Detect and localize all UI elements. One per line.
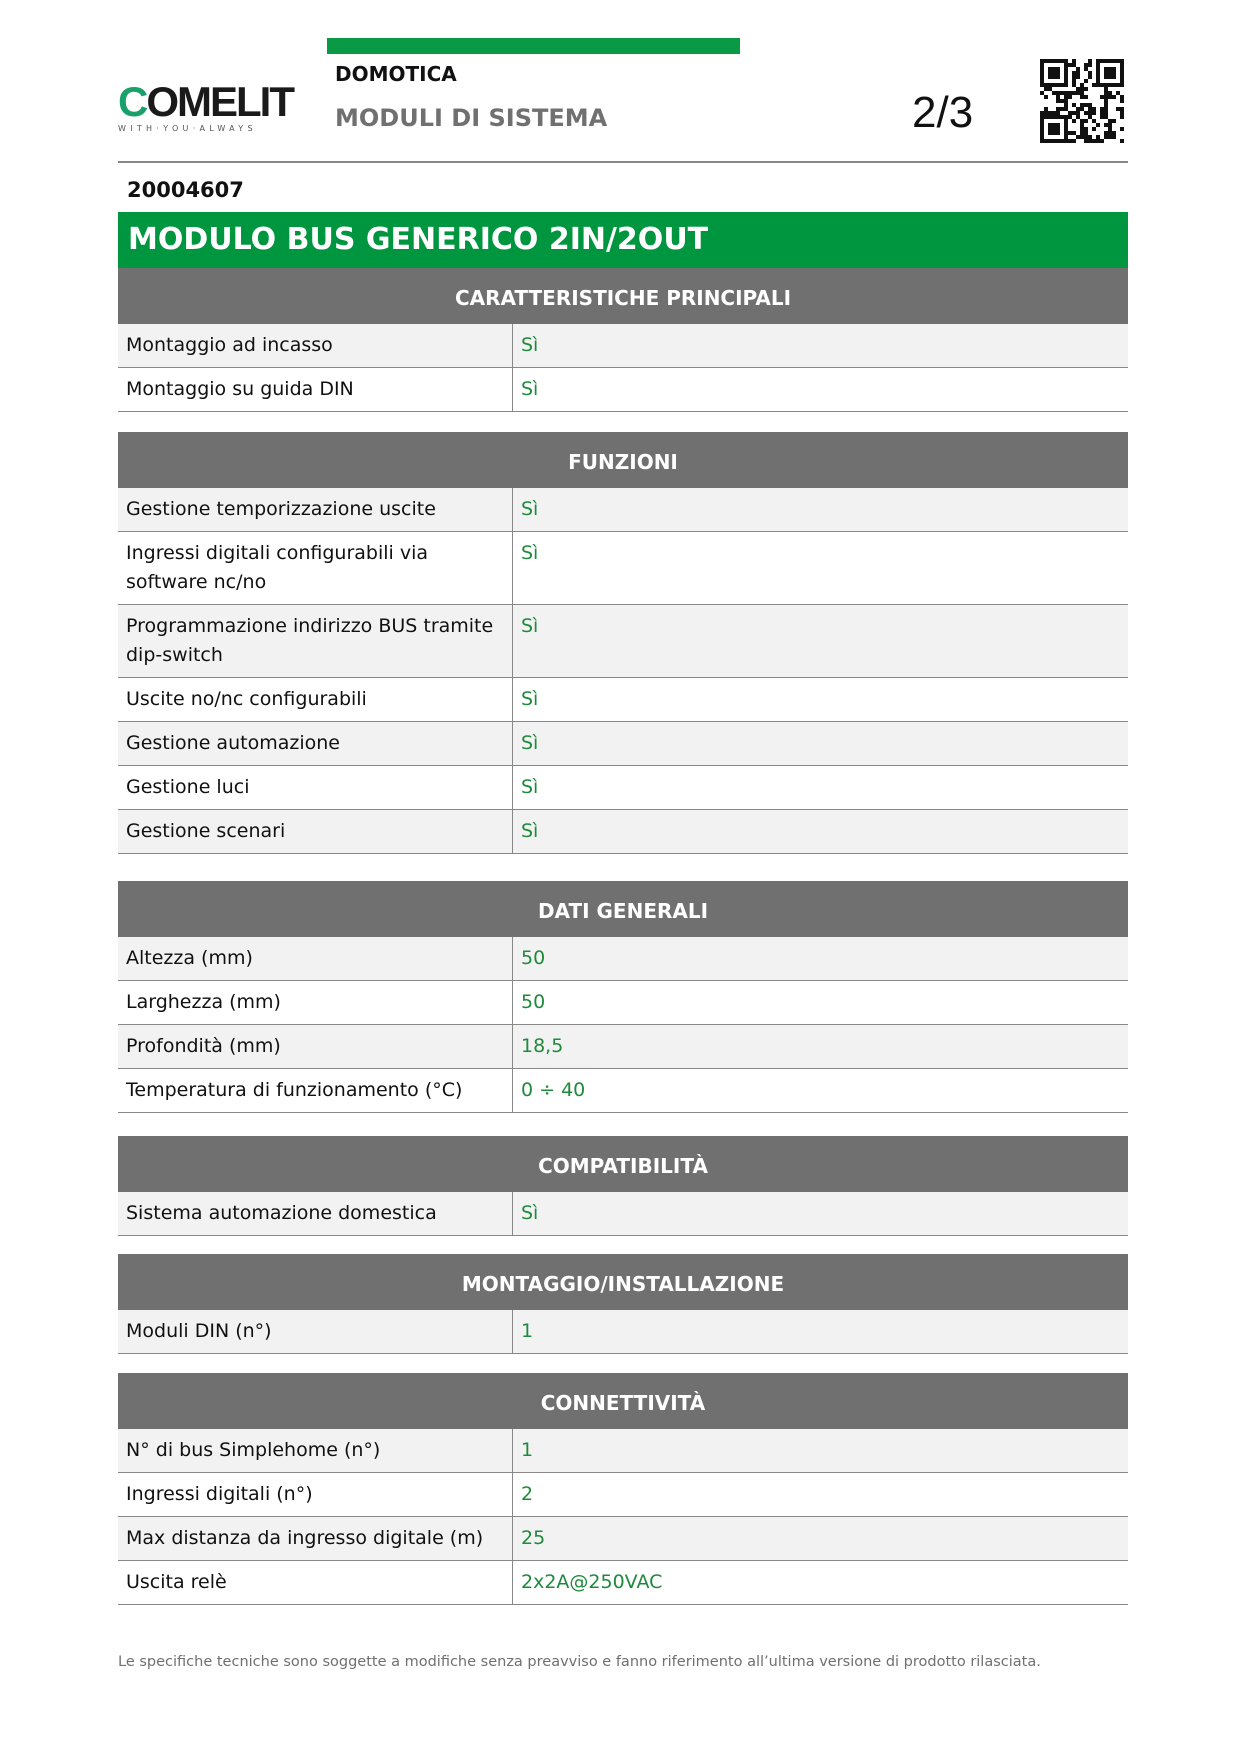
spec-value: Sì: [521, 1202, 539, 1224]
page-number: 2/3: [912, 88, 974, 137]
spec-label: Larghezza (mm): [118, 981, 513, 1024]
product-code: 20004607: [127, 178, 244, 202]
spec-value: 0 ÷ 40: [521, 1079, 586, 1101]
section-header: CARATTERISTICHE PRINCIPALI: [118, 268, 1128, 324]
spec-value: Sì: [521, 334, 539, 356]
table-row: Max distanza da ingresso digitale (m) 25: [118, 1517, 1128, 1561]
spec-value: Sì: [521, 498, 539, 520]
table-row: Profondità (mm) 18,5: [118, 1025, 1128, 1069]
spec-label: Max distanza da ingresso digitale (m): [118, 1517, 513, 1560]
spec-value: Sì: [521, 776, 539, 798]
subcategory: MODULI DI SISTEMA: [335, 104, 608, 132]
table-row: Altezza (mm) 50: [118, 937, 1128, 981]
spec-label: Moduli DIN (n°): [118, 1310, 513, 1353]
spec-label: Montaggio ad incasso: [118, 324, 513, 367]
table-row: Uscita relè 2x2A@250VAC: [118, 1561, 1128, 1605]
table-row: Programmazione indirizzo BUS tramite dip…: [118, 605, 1128, 678]
table-row: N° di bus Simplehome (n°) 1: [118, 1429, 1128, 1473]
spec-label: Ingressi digitali (n°): [118, 1473, 513, 1516]
section-0: CARATTERISTICHE PRINCIPALI Montaggio ad i…: [118, 268, 1128, 412]
table-row: Gestione scenari Sì: [118, 810, 1128, 854]
section-header: MONTAGGIO/INSTALLAZIONE: [118, 1254, 1128, 1310]
section-header: DATI GENERALI: [118, 881, 1128, 937]
table-row: Gestione temporizzazione uscite Sì: [118, 488, 1128, 532]
spec-label: Gestione luci: [118, 766, 513, 809]
section-header: COMPATIBILITÀ: [118, 1136, 1128, 1192]
section-header: CONNETTIVITÀ: [118, 1373, 1128, 1429]
spec-label: Ingressi digitali configurabili via soft…: [118, 532, 513, 604]
section-3: COMPATIBILITÀ Sistema automazione domesti…: [118, 1136, 1128, 1236]
spec-value: 2: [521, 1483, 534, 1505]
section-1: FUNZIONI Gestione temporizzazione uscite S…: [118, 432, 1128, 854]
table-row: Moduli DIN (n°) 1: [118, 1310, 1128, 1354]
table-row: Sistema automazione domestica Sì: [118, 1192, 1128, 1236]
table-row: Montaggio ad incasso Sì: [118, 324, 1128, 368]
spec-value: Sì: [521, 820, 539, 842]
spec-label: Uscita relè: [118, 1561, 513, 1604]
spec-label: Montaggio su guida DIN: [118, 368, 513, 411]
spec-value: 2x2A@250VAC: [521, 1571, 663, 1593]
spec-value: Sì: [521, 732, 539, 754]
table-row: Ingressi digitali configurabili via soft…: [118, 532, 1128, 605]
spec-value: 18,5: [521, 1035, 564, 1057]
divider: [118, 161, 1128, 163]
spec-label: Temperatura di funzionamento (°C): [118, 1069, 513, 1112]
table-row: Montaggio su guida DIN Sì: [118, 368, 1128, 412]
section-header: FUNZIONI: [118, 432, 1128, 488]
table-row: Ingressi digitali (n°) 2: [118, 1473, 1128, 1517]
spec-label: Gestione automazione: [118, 722, 513, 765]
spec-value: Sì: [521, 615, 539, 637]
table-row: Gestione automazione Sì: [118, 722, 1128, 766]
spec-value: 50: [521, 947, 546, 969]
spec-label: Profondità (mm): [118, 1025, 513, 1068]
section-5: CONNETTIVITÀ N° di bus Simplehome (n°) 1 In…: [118, 1373, 1128, 1605]
category: DOMOTICA: [335, 62, 457, 86]
header-accent-bar: [327, 38, 740, 54]
table-row: Uscite no/nc configurabili Sì: [118, 678, 1128, 722]
product-title: MODULO BUS GENERICO 2IN/2OUT: [118, 212, 1128, 268]
spec-label: Uscite no/nc configurabili: [118, 678, 513, 721]
spec-label: Altezza (mm): [118, 937, 513, 980]
qr-code-icon: [1040, 59, 1124, 143]
section-4: MONTAGGIO/INSTALLAZIONE Moduli DIN (n°) 1: [118, 1254, 1128, 1354]
spec-label: Gestione temporizzazione uscite: [118, 488, 513, 531]
spec-value: 50: [521, 991, 546, 1013]
footer-disclaimer: Le specifiche tecniche sono soggette a m…: [118, 1654, 1041, 1670]
spec-label: N° di bus Simplehome (n°): [118, 1429, 513, 1472]
spec-value: 25: [521, 1527, 546, 1549]
spec-value: Sì: [521, 688, 539, 710]
spec-label: Gestione scenari: [118, 810, 513, 853]
spec-value: Sì: [521, 378, 539, 400]
section-2: DATI GENERALI Altezza (mm) 50 Larghezza (mm…: [118, 881, 1128, 1113]
table-row: Temperatura di funzionamento (°C) 0 ÷ 40: [118, 1069, 1128, 1113]
spec-label: Programmazione indirizzo BUS tramite dip…: [118, 605, 513, 677]
table-row: Gestione luci Sì: [118, 766, 1128, 810]
comelit-logo: COMELIT WITH·YOU·ALWAYS: [118, 78, 295, 134]
table-row: Larghezza (mm) 50: [118, 981, 1128, 1025]
spec-value: 1: [521, 1320, 534, 1342]
spec-label: Sistema automazione domestica: [118, 1192, 513, 1235]
spec-value: 1: [521, 1439, 534, 1461]
spec-value: Sì: [521, 542, 539, 564]
